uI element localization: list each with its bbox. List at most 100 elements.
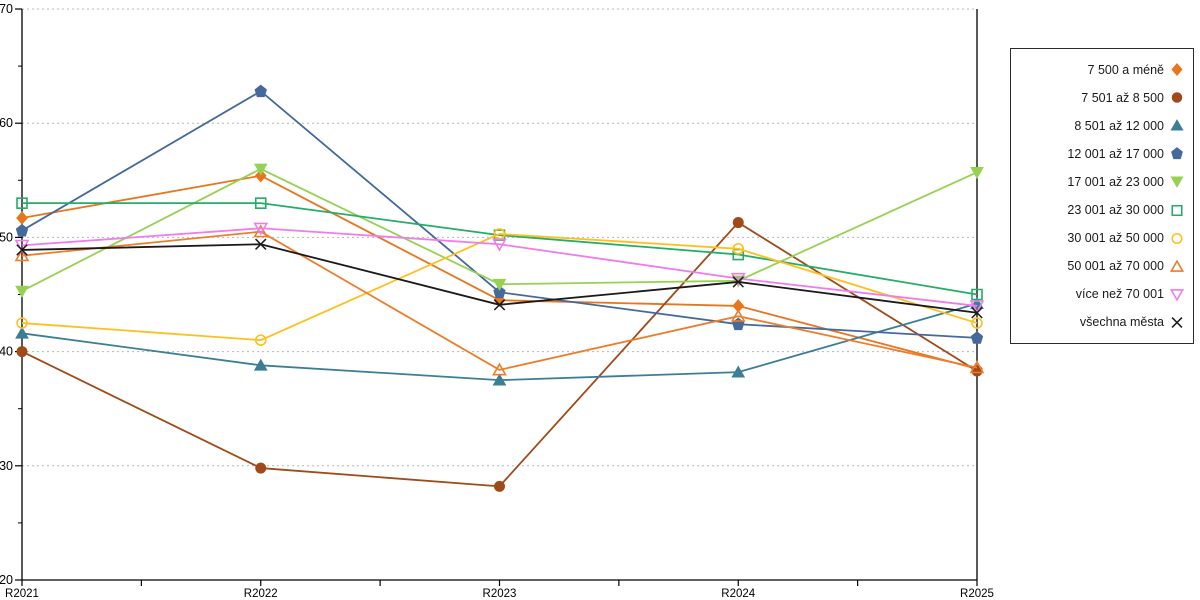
x-axis-tick-label: R2025 [960,588,994,600]
data-point-marker [493,285,506,299]
data-point-marker [15,285,29,298]
data-point-marker [732,276,744,288]
data-point-marker [492,362,507,376]
data-point-marker [1169,289,1185,302]
series-line [21,227,978,307]
data-point-marker [1171,147,1183,160]
data-point-marker [16,244,28,256]
triangle-down-marker-icon [1170,176,1184,189]
series-line [21,302,978,382]
legend-item: 7 501 až 8 500 [1017,84,1185,111]
data-point-marker [14,248,30,262]
circle-marker-icon [1171,92,1183,103]
series-17-001-až-23-000 [15,163,984,298]
data-point-marker [16,211,28,225]
series-line [21,174,978,370]
triangle-up-marker-icon [1170,119,1184,131]
y-axis-tick-label: 60 [0,116,13,130]
data-point-marker [730,308,746,322]
legend-item-label: 30 001 až 50 000 [1067,231,1164,246]
data-point-marker [1169,259,1185,272]
legend-item-label: 17 001 až 23 000 [1067,174,1164,189]
x-marker-icon [1171,317,1183,328]
circle-marker-icon [1171,232,1183,244]
data-point-marker [732,317,745,331]
x-axis-tick-label: R2022 [244,588,278,600]
data-point-marker [1171,63,1183,76]
data-point-marker [1170,176,1184,189]
data-point-marker [254,168,267,183]
triangle-up-marker-icon [1169,259,1185,272]
y-axis-tick-label: 20 [0,573,13,587]
data-point-marker [254,197,267,209]
legend-item-label: všechna města [1079,315,1164,330]
data-point-marker [1170,119,1184,131]
data-point-marker [255,462,267,474]
pentagon-marker-icon [1171,147,1183,160]
legend-item: více než 70 001 [1017,281,1185,308]
legend-item: všechna města [1017,309,1185,336]
legend-item-label: 8 501 až 12 000 [1074,118,1164,133]
legend: 7 500 a méně 7 501 až 8 500 8 501 až 12 00… [1010,48,1194,344]
y-axis-tick-label: 70 [0,2,13,16]
data-point-marker [731,365,746,378]
data-point-marker [494,480,505,492]
data-point-marker [969,360,985,374]
y-axis-tick-label: 30 [0,459,13,473]
data-point-marker [253,224,269,238]
data-point-marker [254,334,267,346]
legend-item: 8 501 až 12 000 [1017,112,1185,139]
data-point-marker [732,243,745,255]
triangle-down-marker-icon [1169,289,1185,302]
data-point-marker [253,358,268,371]
legend-item: 7 500 a méně [1017,56,1185,83]
legend-item: 50 001 až 70 000 [1017,253,1185,280]
series-line [21,221,978,488]
data-point-marker [1171,92,1183,103]
legend-item-label: více než 70 001 [1075,287,1164,302]
square-marker-icon [1171,204,1183,216]
legend-item: 23 001 až 30 000 [1017,197,1185,224]
data-point-marker [971,288,983,301]
data-point-marker [16,197,28,209]
data-point-marker [971,307,983,319]
series-7-501-až-8-500 [16,217,983,492]
data-point-marker [970,331,984,344]
data-point-marker [253,163,268,176]
data-point-marker [493,299,506,311]
data-point-marker [253,222,269,236]
x-axis-tick-label: R2023 [483,588,517,600]
series-line [21,230,978,371]
data-point-marker [14,239,30,253]
data-point-marker [970,167,984,180]
series-line [22,202,978,296]
diamond-marker-icon [1171,63,1183,76]
legend-item-label: 50 001 až 70 000 [1067,259,1164,274]
data-point-marker [1171,317,1183,328]
data-point-marker [16,346,28,358]
y-axis-tick-label: 40 [0,345,13,359]
legend-item-label: 7 500 a méně [1087,62,1164,77]
y-axis-tick-label: 50 [0,230,13,244]
series-30-001-až-50-000 [16,228,983,346]
data-point-marker [1171,204,1183,216]
data-point-marker [1171,232,1183,244]
data-point-marker [255,238,267,250]
data-point-marker [732,217,744,229]
series-50-001-až-70-000 [14,224,985,376]
x-axis-tick-label: R2021 [5,588,39,600]
legend-item: 30 001 až 50 000 [1017,225,1185,252]
legend-item-label: 23 001 až 30 000 [1067,203,1164,218]
data-point-marker [492,278,507,291]
data-point-marker [492,238,507,252]
legend-item: 12 001 až 17 000 [1017,140,1185,167]
data-point-marker [254,84,267,98]
series-line [21,233,978,342]
data-point-marker [16,317,28,329]
data-point-marker [492,373,507,386]
data-point-marker [15,223,29,237]
x-axis-tick-label: R2024 [721,588,755,600]
series-všechna-města [16,238,983,319]
